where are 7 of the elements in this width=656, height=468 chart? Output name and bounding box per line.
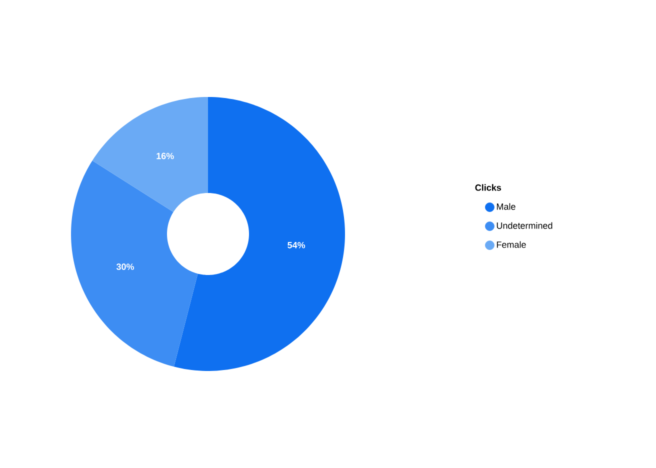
legend-label: Female — [496, 241, 526, 248]
legend-title: Clicks — [475, 184, 502, 191]
data-label: 54% — [288, 242, 306, 248]
data-label: 30% — [116, 264, 134, 270]
legend-label: Male — [496, 203, 516, 210]
data-label: 16% — [156, 152, 174, 160]
legend-label: Undetermined — [496, 222, 552, 229]
